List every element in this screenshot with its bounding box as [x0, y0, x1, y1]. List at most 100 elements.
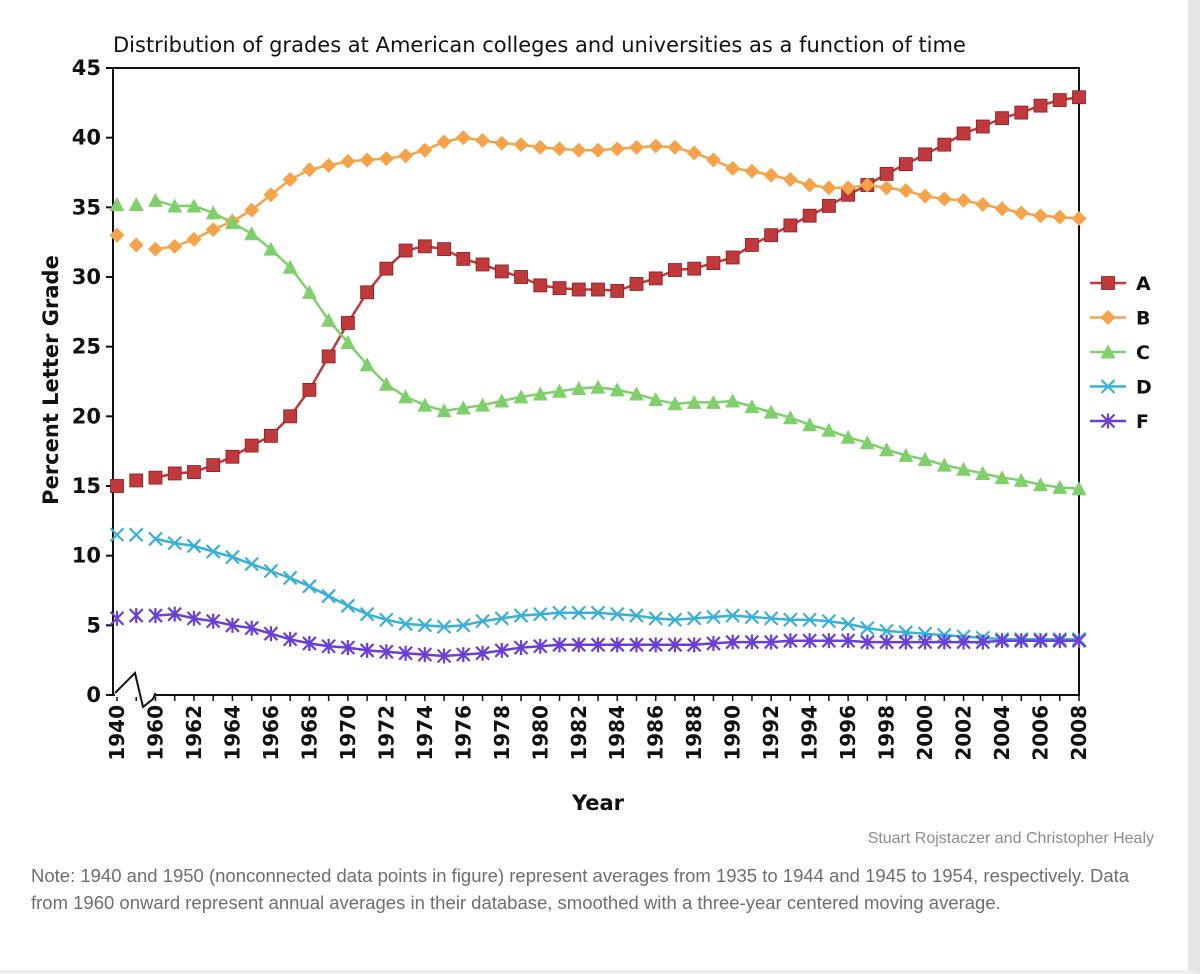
x-tick-label: 1994: [798, 705, 822, 761]
series-b-point: [994, 201, 1010, 217]
legend-c-label: C: [1136, 342, 1150, 364]
series-b-point: [571, 142, 587, 158]
series-f-point: [763, 634, 779, 650]
x-tick-label: 2002: [952, 705, 976, 761]
series-a-point: [129, 473, 144, 488]
series-c-point: [821, 422, 837, 437]
series-c-point: [109, 197, 125, 212]
x-axis-label: Year: [571, 791, 625, 815]
series-d-point: [590, 605, 606, 621]
y-tick-label: 45: [72, 56, 101, 80]
x-tick-label: 1988: [682, 705, 706, 761]
series-c-point: [879, 442, 895, 457]
x-tick-label: 1976: [451, 705, 475, 761]
series-d-point: [571, 605, 587, 621]
series-f-point: [359, 642, 375, 658]
series-c-point: [898, 447, 914, 462]
series-a-point: [571, 282, 586, 297]
legend-f-marker: [1100, 413, 1116, 429]
series-a-point: [206, 458, 221, 473]
series-d-point: [282, 570, 298, 586]
series-d-point: [648, 611, 663, 626]
series-a-point: [302, 382, 317, 397]
series-f-point: [128, 608, 144, 624]
series-f-point: [609, 637, 625, 653]
series-d-point: [725, 608, 740, 623]
series-c-point: [1071, 481, 1087, 496]
series-a-point: [706, 256, 721, 270]
series-f-point: [571, 637, 587, 653]
series-c-point: [667, 396, 683, 411]
series-b-point: [686, 145, 702, 161]
series-d-point: [398, 616, 413, 632]
series-b-point: [628, 139, 644, 155]
x-tick-label: 1972: [374, 705, 398, 761]
series-d-point: [109, 527, 125, 543]
series-d-point: [321, 588, 336, 604]
series-b-point: [898, 183, 914, 199]
series-d-point: [494, 611, 510, 626]
y-axis-label: Percent Letter Grade: [39, 255, 63, 505]
series-a-point: [764, 228, 779, 243]
y-tick-label: 35: [72, 195, 101, 219]
legend-d-label: D: [1136, 377, 1152, 399]
x-tick-label: 1984: [605, 705, 629, 761]
x-tick-label: 1960: [143, 705, 167, 761]
series-a-point: [725, 250, 740, 265]
series-d-point: [533, 606, 548, 622]
series-a-point: [187, 465, 201, 479]
series-f-point: [1052, 633, 1068, 649]
credit-line: Stuart Rojstaczer and Christopher Healy: [867, 830, 1154, 847]
series-b-point: [956, 192, 972, 208]
series-b-point: [282, 171, 298, 187]
series-a-point: [610, 284, 625, 298]
series-a-point: [975, 119, 990, 134]
series-f-point: [629, 637, 644, 653]
x-axis: 1940 1960 1962 1964 1966 1968 1970 1972 1974 1976…: [105, 671, 1091, 761]
y-tick-label: 10: [72, 544, 101, 568]
series-f-point: [398, 645, 413, 661]
series-c-point: [609, 382, 625, 397]
series-f-point: [648, 637, 663, 653]
series-f-point: [1014, 633, 1029, 649]
series-b-point: [263, 187, 279, 203]
series-b-point: [532, 139, 548, 155]
series-f-point: [475, 645, 490, 661]
series-a-point: [1014, 105, 1029, 120]
series-b-point: [1071, 210, 1087, 226]
x-tick-label: 1974: [413, 705, 437, 761]
series-f-point: [436, 648, 452, 664]
series-f-point: [706, 635, 721, 651]
legend-d-marker: [1100, 379, 1116, 394]
series-b-point: [494, 135, 510, 151]
series-a-point: [283, 409, 298, 424]
series-a-point: [244, 438, 259, 453]
series-d-point: [475, 613, 490, 629]
series-f-point: [590, 637, 606, 653]
series-b-point: [840, 180, 856, 196]
series-f-point: [725, 634, 740, 650]
x-tick-label: 1962: [182, 705, 206, 761]
series-b-point: [975, 197, 991, 213]
series-f-point: [533, 638, 548, 654]
series-c-point: [282, 259, 298, 274]
series-c-point: [648, 392, 664, 407]
series-b-point: [436, 134, 452, 150]
series-a-point: [417, 239, 432, 254]
series-b-point: [359, 152, 375, 168]
series-f-point: [879, 634, 894, 650]
series-d-point: [359, 606, 375, 622]
series-d-point: [802, 612, 817, 628]
series-f-point: [956, 634, 971, 650]
series-c-point: [590, 379, 606, 394]
series-d-point: [840, 616, 856, 632]
series-c-point: [1013, 472, 1029, 487]
series-f-point: [667, 637, 683, 653]
legend-entry-d: D: [1090, 377, 1152, 399]
series-c-point: [128, 197, 144, 212]
series-c-point: [1033, 477, 1049, 492]
series-f-point: [282, 631, 298, 647]
series-b-point: [609, 141, 625, 157]
series-a-point: [225, 449, 240, 464]
series-c-point: [763, 404, 779, 419]
